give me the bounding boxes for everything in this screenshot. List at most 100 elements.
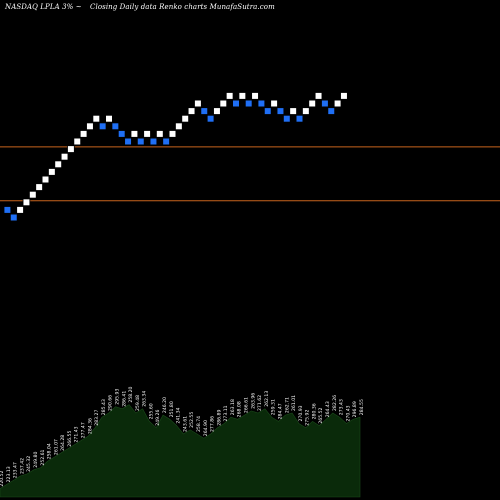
renko-brick-31: [200, 107, 209, 115]
volume-label-17: 295.93: [115, 389, 121, 405]
renko-brick-51: [327, 107, 336, 115]
renko-brick-46: [295, 114, 304, 123]
renko-brick-47: [302, 107, 310, 115]
renko-brick-26: [168, 130, 177, 138]
volume-label-45: 275.92: [305, 410, 311, 426]
renko-brick-11: [73, 137, 82, 146]
volume-area-path: [0, 404, 361, 498]
volume-label-33: 273.11: [223, 405, 229, 421]
renko-brick-50: [321, 99, 329, 108]
volume-label-39: 262.13: [264, 391, 270, 407]
renko-brick-25: [162, 137, 170, 146]
renko-brick-13: [86, 122, 94, 131]
volume-label-20: 259.48: [135, 395, 141, 411]
volume-label-19: 258.20: [128, 386, 134, 402]
volume-label-41: 284.47: [278, 403, 284, 419]
renko-brick-35: [225, 92, 234, 100]
renko-brick-28: [181, 114, 190, 123]
volume-label-36: 266.61: [244, 397, 250, 413]
volume-label-29: 258.74: [196, 416, 202, 432]
volume-labels: 220.52 223.13 233.47 237.42 245.32 249.80 252.…: [0, 386, 365, 486]
volume-label-32: 286.89: [216, 410, 222, 426]
volume-label-50: 273.43: [339, 399, 345, 415]
renko-brick-33: [213, 107, 221, 115]
renko-brick-7: [48, 168, 56, 176]
volume-label-31: 277.86: [210, 416, 216, 432]
volume-label-25: 251.80: [169, 401, 175, 417]
volume-label-22: 255.60: [148, 403, 154, 419]
volume-label-28: 252.55: [189, 412, 195, 428]
volume-label-12: 277.47: [81, 422, 87, 438]
volume-label-34: 263.18: [230, 399, 236, 415]
renko-brick-40: [257, 99, 266, 108]
renko-brick-19: [124, 137, 132, 146]
volume-label-27: 243.61: [182, 416, 188, 432]
renko-brick-9: [60, 152, 69, 161]
volume-label-37: 263.96: [250, 393, 256, 409]
volume-label-46: 280.36: [312, 403, 318, 419]
renko-brick-42: [270, 99, 278, 108]
chart-symbol: NASDAQ LPLA 3% ~: [5, 3, 82, 11]
renko-brick-23: [149, 137, 158, 146]
chart-subtitle: Closing Daily data Renko charts MunafaSu…: [90, 3, 275, 11]
renko-brick-34: [219, 99, 228, 108]
volume-area: [0, 404, 361, 498]
renko-brick-38: [244, 99, 253, 108]
renko-brick-21: [136, 137, 145, 146]
renko-brick-22: [143, 130, 151, 138]
renko-brick-45: [289, 107, 297, 115]
volume-label-15: 285.43: [101, 399, 107, 415]
renko-brick-18: [117, 130, 126, 138]
renko-brick-27: [175, 122, 183, 131]
renko-brick-8: [54, 160, 62, 169]
renko-brick-2: [16, 206, 24, 214]
volume-label-48: 264.43: [325, 401, 331, 417]
volume-label-7: 258.04: [47, 443, 53, 459]
volume-label-14: 283.27: [94, 410, 100, 426]
renko-brick-1: [9, 213, 18, 222]
volume-label-10: 266.55: [67, 431, 73, 447]
volume-label-30: 264.90: [203, 420, 209, 436]
renko-brick-52: [333, 99, 342, 108]
volume-label-5: 249.80: [33, 452, 39, 468]
renko-brick-0: [3, 206, 12, 214]
volume-label-42: 262.71: [284, 397, 290, 413]
renko-brick-49: [314, 92, 323, 100]
renko-brick-16: [105, 114, 113, 123]
volume-label-18: 286.41: [121, 391, 127, 407]
volume-label-8: 261.07: [53, 439, 59, 455]
renko-brick-32: [206, 114, 215, 123]
volume-label-47: 265.52: [318, 407, 324, 423]
volume-label-40: 259.31: [271, 399, 277, 415]
volume-label-6: 252.61: [40, 449, 46, 465]
volume-label-4: 245.32: [26, 456, 32, 472]
renko-brick-17: [111, 122, 120, 131]
volume-label-3: 237.42: [19, 458, 25, 474]
renko-brick-53: [340, 92, 348, 100]
volume-label-23: 249.26: [155, 410, 161, 426]
renko-brick-20: [130, 130, 139, 138]
renko-brick-5: [35, 183, 43, 191]
volume-label-2: 233.47: [13, 462, 19, 478]
level-lines: [0, 146, 500, 202]
volume-label-9: 264.28: [60, 435, 66, 451]
volume-label-52: 296.89: [352, 401, 358, 417]
volume-label-53: 284.55: [359, 399, 365, 415]
volume-label-44: 270.93: [298, 405, 304, 421]
renko-brick-10: [67, 145, 75, 153]
volume-label-16: 290.66: [108, 395, 114, 411]
renko-brick-43: [276, 107, 285, 115]
renko-brick-12: [79, 130, 88, 138]
renko-brick-36: [232, 99, 240, 108]
renko-brick-37: [238, 92, 247, 100]
volume-label-0: 220.52: [0, 470, 5, 486]
volume-label-26: 241.34: [176, 407, 182, 423]
renko-brick-24: [155, 130, 164, 138]
volume-label-49: 282.26: [332, 395, 338, 411]
volume-label-11: 271.43: [74, 426, 80, 442]
chart-header: NASDAQ LPLA 3% ~ Closing Daily data Renk…: [5, 3, 281, 11]
volume-label-13: 284.36: [87, 418, 93, 434]
renko-brick-48: [308, 99, 316, 108]
volume-label-24: 246.20: [162, 397, 168, 413]
